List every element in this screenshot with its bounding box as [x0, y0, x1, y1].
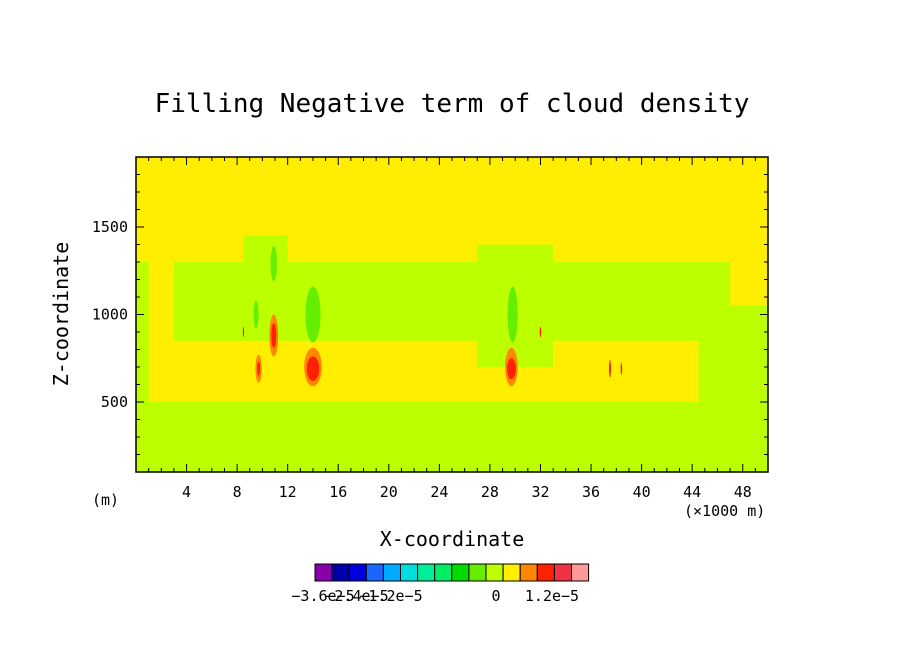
contour-band-6 [698, 305, 768, 472]
colorbar-swatch [382, 563, 401, 582]
x-axis-title: X-coordinate [380, 527, 525, 551]
colorbar-swatch [400, 563, 419, 582]
y-tick-label: 500 [101, 393, 128, 411]
colorbar-swatch [365, 563, 384, 582]
y-axis: 500 1000 1500 [92, 174, 768, 455]
y-axis-title: Z-coordinate [49, 242, 73, 387]
colorbar-tick-label: −3.6e−5 [291, 587, 354, 605]
colorbar-swatch [314, 563, 333, 582]
contour-band-4 [243, 235, 288, 332]
contour-blob-7 [305, 286, 321, 343]
colorbar-swatch [553, 563, 573, 582]
colorbar-swatch [434, 563, 453, 582]
colorbar-labels: −3.6e−5−2.4e−5−1.2e−5 0 1.2e−5 [291, 587, 579, 605]
colorbar-tick-label: 0 [491, 587, 500, 605]
colorbar-swatch [571, 563, 590, 582]
colorbar-tick-label: −1.2e−5 [359, 587, 422, 605]
contour-blob-9 [270, 246, 277, 282]
contour-blob-16 [271, 323, 277, 348]
x-tick-label: 20 [380, 483, 398, 501]
x-tick-label: 32 [531, 483, 549, 501]
chart-title: Filling Negative term of cloud density [155, 89, 750, 119]
y-tick-label: 1000 [92, 306, 128, 324]
colorbar-swatch [451, 563, 470, 582]
x-unit-left-label: (m) [92, 491, 119, 509]
colorbar-swatch [331, 563, 350, 582]
x-tick-label: 24 [430, 483, 448, 501]
x-tick-label: 16 [329, 483, 347, 501]
contour-blob-14 [506, 358, 516, 380]
x-tick-label: 4 [182, 483, 191, 501]
colorbar-swatch [485, 563, 504, 582]
x-axis: 4 8 12 16 20 24 28 32 36 40 44 48 [148, 157, 756, 501]
contour-blob-21 [539, 326, 542, 338]
colorbar-swatch [468, 563, 487, 582]
colorbar-swatch [519, 563, 538, 582]
plot-area [136, 157, 768, 472]
colorbar-tick-label: 1.2e−5 [525, 587, 579, 605]
x-tick-label: 36 [582, 483, 600, 501]
x-tick-label: 28 [481, 483, 499, 501]
x-tick-label: 12 [279, 483, 297, 501]
contour-blob-8 [507, 286, 518, 343]
contour-blob-18 [257, 361, 261, 376]
contour-blob-10 [253, 300, 259, 329]
colorbar-swatch [502, 563, 521, 582]
colorbar-swatch [348, 563, 367, 582]
contour-blob-12 [306, 356, 320, 381]
y-tick-label: 1500 [92, 218, 128, 236]
contour-band-2 [136, 402, 768, 472]
colorbar-swatch [417, 563, 436, 582]
colorbar [314, 563, 590, 582]
contour-blob-19 [608, 360, 612, 378]
x-unit-right-label: (×1000 m) [684, 502, 765, 520]
x-tick-label: 40 [633, 483, 651, 501]
colorbar-swatch [536, 563, 555, 582]
contour-blob-22 [242, 326, 245, 338]
x-tick-label: 48 [734, 483, 752, 501]
contour-band-3 [136, 262, 149, 437]
x-tick-label: 44 [683, 483, 701, 501]
contour-blob-20 [620, 362, 623, 375]
x-tick-label: 8 [233, 483, 242, 501]
colorbar-tick-label: −2.4e−5 [325, 587, 388, 605]
